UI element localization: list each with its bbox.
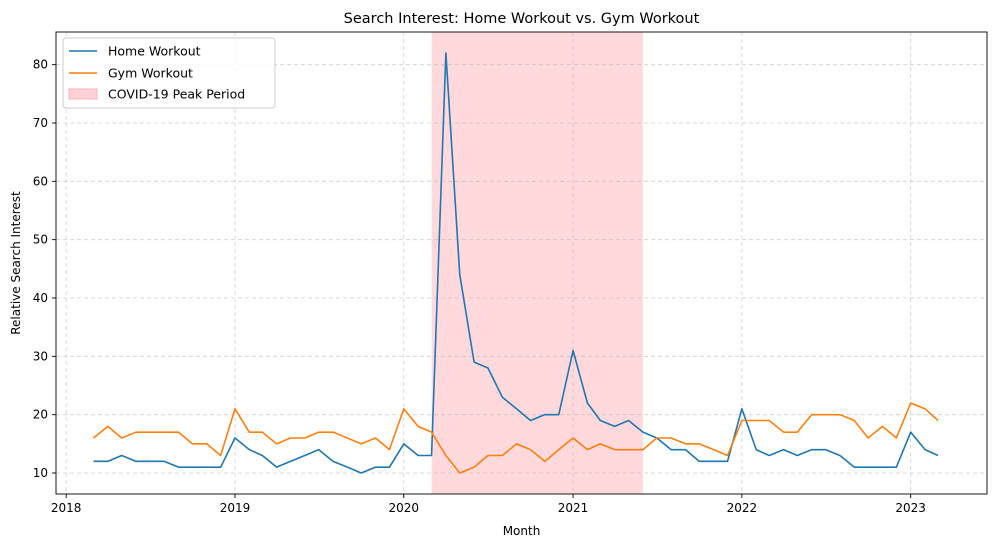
y-tick-label: 50 (33, 233, 48, 247)
y-tick-label: 20 (33, 408, 48, 422)
chart-title: Search Interest: Home Workout vs. Gym Wo… (344, 11, 700, 27)
x-axis-ticks: 2018 2019 2020 2021 2022 2023 (51, 494, 926, 515)
series-line-home-workout (93, 52, 939, 474)
y-tick-label: 30 (33, 349, 48, 363)
legend-label-home-workout: Home Workout (108, 44, 201, 59)
series-layer (92, 52, 939, 474)
y-tick-label: 70 (33, 116, 48, 130)
x-tick-label: 2023 (895, 501, 926, 515)
y-tick-label: 60 (33, 174, 48, 188)
y-tick-label: 80 (33, 58, 48, 72)
y-axis-ticks: 10 20 30 40 50 60 70 80 (33, 58, 56, 480)
legend: Home Workout Gym Workout COVID-19 Peak P… (62, 37, 276, 109)
x-tick-label: 2020 (389, 501, 420, 515)
legend-box (62, 37, 276, 109)
y-tick-label: 40 (33, 291, 48, 305)
legend-label-covid-peak: COVID-19 Peak Period (108, 87, 245, 102)
y-tick-label: 10 (33, 466, 48, 480)
x-tick-label: 2022 (727, 501, 758, 515)
legend-label-gym-workout: Gym Workout (108, 66, 193, 81)
y-axis-label: Relative Search Interest (9, 191, 23, 335)
x-tick-label: 2019 (220, 501, 251, 515)
x-tick-label: 2021 (558, 501, 589, 515)
x-axis-label: Month (503, 524, 541, 538)
legend-swatch-covid-peak (68, 88, 98, 100)
series-line-gym-workout (92, 402, 939, 474)
x-tick-label: 2018 (51, 501, 82, 515)
plot-frame (55, 31, 988, 495)
